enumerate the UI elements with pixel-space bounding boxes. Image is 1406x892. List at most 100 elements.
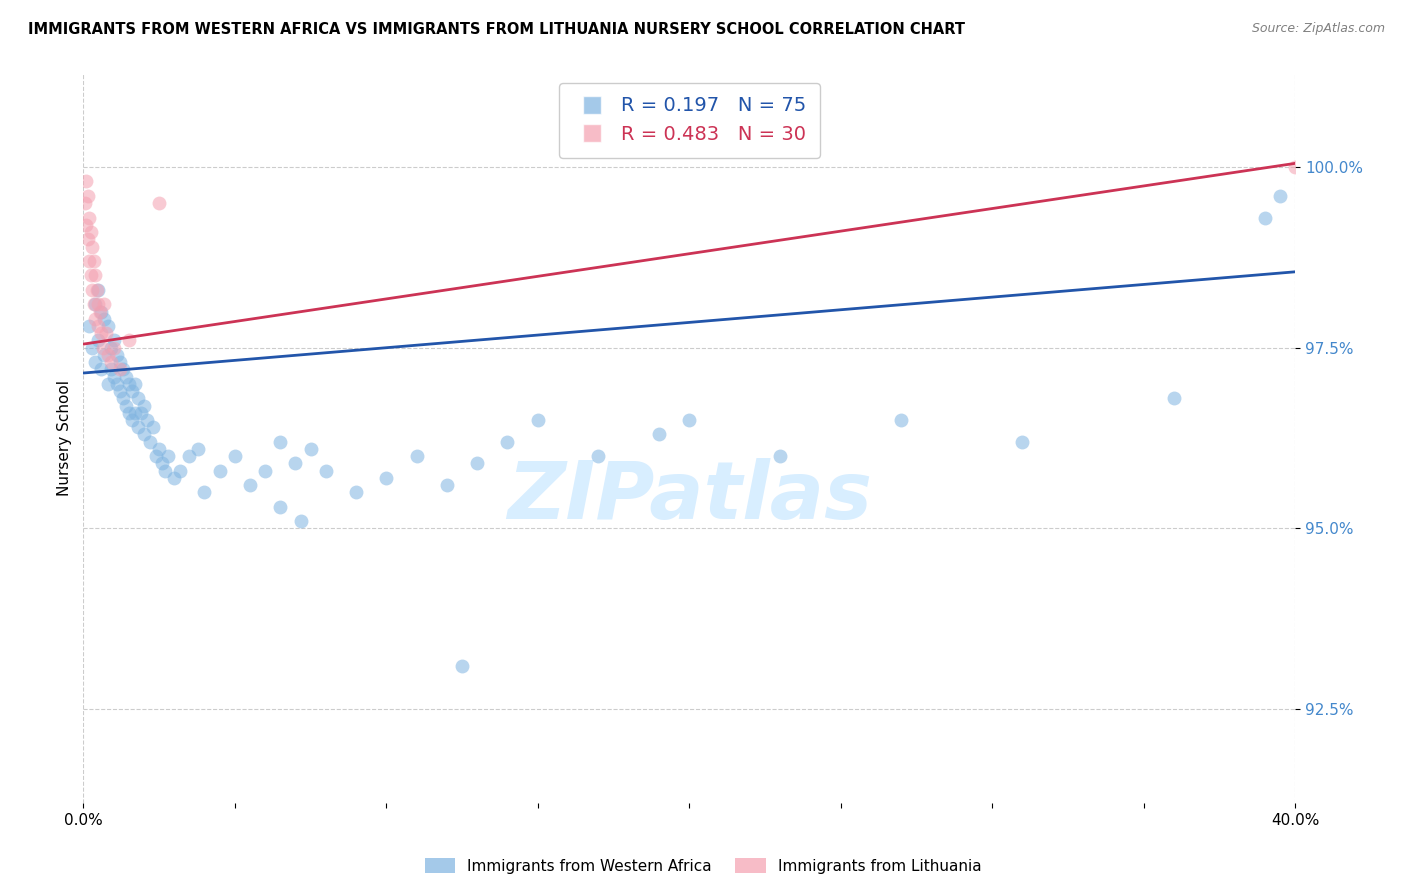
Text: ZIPatlas: ZIPatlas	[506, 458, 872, 535]
Point	[254, 464, 277, 478]
Point	[132, 399, 155, 413]
Point	[678, 413, 700, 427]
Point	[135, 413, 157, 427]
Point	[405, 449, 427, 463]
Point	[111, 362, 134, 376]
Point	[108, 355, 131, 369]
Point	[87, 319, 110, 334]
Point	[90, 362, 112, 376]
Point	[142, 420, 165, 434]
Point	[94, 326, 117, 341]
Point	[890, 413, 912, 427]
Point	[108, 384, 131, 398]
Point	[73, 196, 96, 211]
Point	[105, 376, 128, 391]
Point	[269, 434, 291, 449]
Point	[86, 283, 108, 297]
Point	[526, 413, 548, 427]
Point	[148, 196, 170, 211]
Point	[90, 326, 112, 341]
Point	[96, 319, 118, 334]
Point	[163, 471, 186, 485]
Point	[124, 376, 146, 391]
Point	[290, 514, 312, 528]
Point	[87, 283, 110, 297]
Point	[90, 304, 112, 318]
Point	[145, 449, 167, 463]
Point	[82, 283, 104, 297]
Point	[496, 434, 519, 449]
Point	[127, 392, 149, 406]
Point	[465, 457, 488, 471]
Point	[83, 297, 105, 311]
Point	[132, 427, 155, 442]
Point	[87, 334, 110, 348]
Point	[111, 392, 134, 406]
Point	[124, 406, 146, 420]
Point	[193, 485, 215, 500]
Point	[93, 348, 115, 362]
Point	[114, 369, 136, 384]
Point	[375, 471, 398, 485]
Point	[93, 311, 115, 326]
Point	[1284, 160, 1306, 174]
Point	[79, 254, 101, 268]
Point	[93, 297, 115, 311]
Point	[436, 478, 458, 492]
Point	[76, 232, 98, 246]
Point	[179, 449, 201, 463]
Point	[1163, 392, 1185, 406]
Point	[84, 311, 107, 326]
Point	[299, 442, 322, 456]
Point	[105, 348, 128, 362]
Y-axis label: Nursery School: Nursery School	[58, 380, 72, 496]
Point	[80, 225, 103, 239]
Point	[118, 376, 141, 391]
Point	[114, 399, 136, 413]
Point	[208, 464, 231, 478]
Point	[82, 341, 104, 355]
Point	[451, 658, 474, 673]
Point	[100, 355, 122, 369]
Point	[82, 239, 104, 253]
Point	[84, 268, 107, 283]
Point	[588, 449, 610, 463]
Point	[121, 413, 143, 427]
Point	[150, 457, 173, 471]
Point	[118, 406, 141, 420]
Point	[769, 449, 792, 463]
Point	[75, 174, 97, 188]
Point	[148, 442, 170, 456]
Text: IMMIGRANTS FROM WESTERN AFRICA VS IMMIGRANTS FROM LITHUANIA NURSERY SCHOOL CORRE: IMMIGRANTS FROM WESTERN AFRICA VS IMMIGR…	[28, 22, 965, 37]
Point	[129, 406, 152, 420]
Point	[100, 362, 122, 376]
Point	[75, 218, 97, 232]
Point	[103, 334, 125, 348]
Point	[100, 341, 122, 355]
Point	[169, 464, 191, 478]
Text: Source: ZipAtlas.com: Source: ZipAtlas.com	[1251, 22, 1385, 36]
Point	[239, 478, 262, 492]
Point	[153, 464, 176, 478]
Point	[89, 304, 111, 318]
Point	[284, 457, 307, 471]
Point	[344, 485, 367, 500]
Point	[103, 369, 125, 384]
Point	[79, 319, 101, 334]
Point	[269, 500, 291, 514]
Point	[103, 341, 125, 355]
Point	[1268, 189, 1291, 203]
Point	[187, 442, 209, 456]
Point	[83, 254, 105, 268]
Point	[87, 297, 110, 311]
Point	[139, 434, 162, 449]
Point	[127, 420, 149, 434]
Point	[96, 348, 118, 362]
Point	[91, 341, 114, 355]
Point	[224, 449, 246, 463]
Point	[96, 376, 118, 391]
Point	[157, 449, 180, 463]
Point	[84, 355, 107, 369]
Point	[80, 268, 103, 283]
Point	[84, 297, 107, 311]
